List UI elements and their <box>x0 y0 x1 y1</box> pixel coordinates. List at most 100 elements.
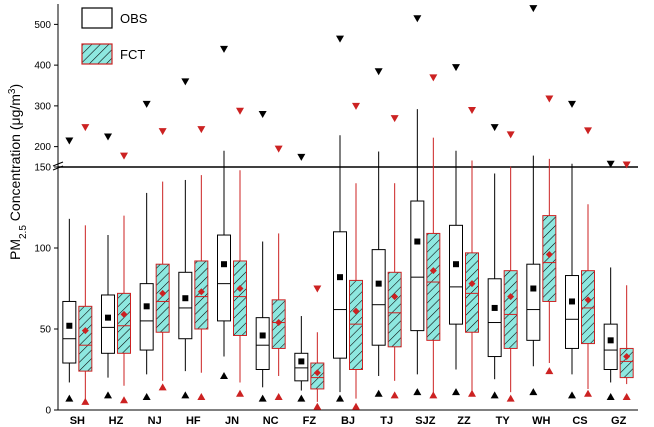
boxes <box>62 5 634 410</box>
y-tick-label: 500 <box>34 20 51 31</box>
fct-min-marker <box>274 393 283 401</box>
fct-max-marker <box>584 127 592 135</box>
obs-box-JN <box>217 45 231 379</box>
obs-max-marker <box>142 100 151 108</box>
obs-max-marker <box>65 137 74 145</box>
obs-min-marker <box>568 391 576 399</box>
x-tick-label-TY: TY <box>496 415 511 427</box>
obs-mean-marker <box>607 337 614 344</box>
fct-box-JN <box>233 107 247 397</box>
obs-iqr-box <box>255 317 270 371</box>
legend-fct-swatch <box>81 43 113 65</box>
fct-box-CS <box>581 127 595 397</box>
obs-iqr-box <box>294 352 309 382</box>
legend: OBS FCT <box>81 7 148 65</box>
x-tick-label-SH: SH <box>70 415 85 427</box>
obs-mean-marker <box>182 295 189 302</box>
fct-iqr-box <box>387 271 402 348</box>
fct-min-marker <box>352 402 360 410</box>
y-axis-label: PM2.5 Concentration (μg/m3) <box>7 84 29 260</box>
obs-iqr-box <box>565 275 579 349</box>
fct-box-HZ <box>117 152 131 404</box>
obs-min-marker <box>65 394 74 402</box>
obs-min-marker <box>529 388 538 396</box>
obs-max-marker <box>568 100 576 108</box>
fct-mean-marker <box>236 285 244 292</box>
y-tick-label: 100 <box>34 244 51 255</box>
obs-mean-marker <box>375 280 382 287</box>
fct-max-marker <box>622 161 631 169</box>
fct-min-marker <box>313 402 322 410</box>
fct-mean-marker <box>81 327 89 335</box>
y-tick-label: 200 <box>34 142 51 153</box>
obs-iqr-box <box>333 231 347 359</box>
fct-min-marker <box>236 389 244 397</box>
fct-iqr-box <box>465 252 479 333</box>
fct-box-FZ <box>310 285 325 410</box>
fct-iqr-box <box>542 215 557 302</box>
fct-mean-marker <box>429 267 437 275</box>
obs-box-ZZ <box>449 64 463 396</box>
obs-mean-marker <box>530 285 537 292</box>
obs-min-marker <box>606 393 615 401</box>
obs-box-WH <box>526 5 541 396</box>
obs-box-HF <box>178 78 193 399</box>
axis-break-mark-2 <box>52 165 64 171</box>
fct-iqr-box <box>426 232 441 341</box>
obs-iqr-box <box>371 249 386 346</box>
x-tick-labels: SH HZ NJ HF JN NC FZ BJ TJ SJZ ZZ TY WH CS GZ <box>70 415 627 427</box>
obs-iqr-box <box>101 294 115 354</box>
fct-min-marker <box>622 393 631 401</box>
obs-box-SJZ <box>410 15 425 396</box>
obs-mean-marker <box>453 261 459 268</box>
obs-min-marker <box>490 391 499 399</box>
obs-max-marker <box>297 153 306 161</box>
obs-min-marker <box>258 394 267 402</box>
fct-box-NC <box>271 145 286 401</box>
fct-min-marker <box>506 394 515 402</box>
obs-min-marker <box>181 391 190 399</box>
obs-max-marker <box>374 68 383 76</box>
obs-min-marker <box>297 394 306 402</box>
x-tick-label-NJ: NJ <box>148 415 162 427</box>
axis-break-mark-1 <box>52 161 64 167</box>
fct-mean-marker <box>507 293 515 301</box>
x-tick-label-CS: CS <box>572 415 587 427</box>
x-tick-label-HZ: HZ <box>109 415 124 427</box>
x-tick-label-JN: JN <box>225 415 239 427</box>
fct-min-marker <box>429 391 438 399</box>
fct-iqr-box <box>78 305 93 372</box>
x-tick-label-HF: HF <box>186 415 201 427</box>
fct-iqr-box <box>349 279 363 370</box>
fct-box-SJZ <box>426 74 441 399</box>
obs-max-marker <box>490 124 499 132</box>
obs-box-NJ <box>139 100 154 401</box>
x-tick-label-ZZ: ZZ <box>457 415 471 427</box>
obs-iqr-box <box>62 300 77 364</box>
fct-mean-marker <box>623 353 631 361</box>
fct-max-marker <box>468 106 476 114</box>
y-ticks: 0 50 100 150 200 300 400 500 <box>34 20 58 417</box>
fct-min-marker <box>158 383 167 391</box>
fct-min-marker <box>584 389 592 397</box>
fct-max-marker <box>545 95 554 103</box>
obs-iqr-box <box>487 278 502 358</box>
obs-iqr-box <box>217 234 231 322</box>
fct-max-marker <box>81 124 90 132</box>
legend-fct-label: FCT <box>120 47 145 62</box>
fct-min-marker <box>120 396 128 404</box>
obs-mean-marker <box>414 238 421 245</box>
obs-max-marker <box>336 35 344 43</box>
obs-box-GZ <box>603 160 618 401</box>
obs-min-marker <box>104 391 112 399</box>
fct-mean-marker <box>313 369 321 377</box>
axes <box>52 4 638 411</box>
fct-mean-marker <box>352 307 360 315</box>
obs-mean-marker <box>298 358 305 365</box>
fct-box-GZ <box>619 161 634 401</box>
obs-mean-marker <box>105 314 111 321</box>
fct-mean-marker <box>197 288 205 296</box>
obs-max-marker <box>606 160 615 168</box>
fct-max-marker <box>236 107 244 115</box>
